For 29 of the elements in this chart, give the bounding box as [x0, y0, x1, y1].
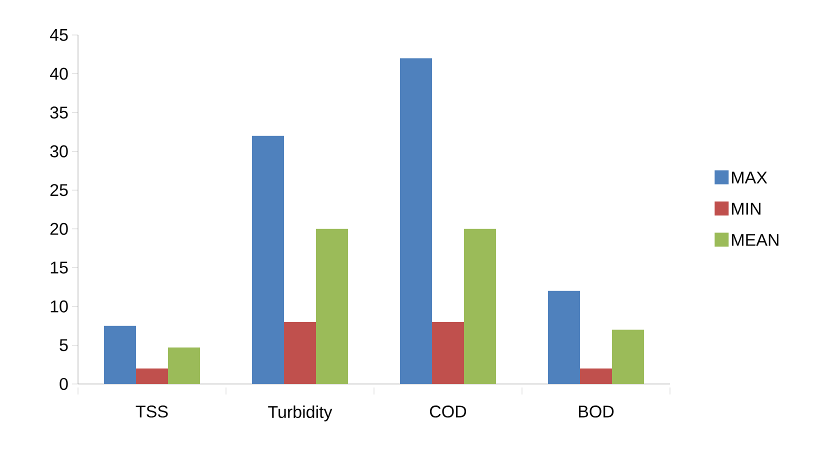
legend-label: MAX	[732, 172, 768, 184]
y-tick-label: 45	[50, 29, 68, 41]
bar	[104, 326, 136, 384]
y-tick-label: 5	[60, 339, 68, 352]
bar	[464, 228, 496, 384]
bar	[432, 322, 464, 384]
legend-label: MEAN	[732, 234, 778, 246]
bar	[400, 58, 432, 384]
y-tick-label: 20	[50, 222, 68, 235]
y-tick-label: 35	[50, 106, 68, 119]
bar	[316, 228, 348, 384]
bar	[580, 368, 612, 384]
y-tick-label: 30	[50, 145, 68, 158]
y-tick-label: 40	[50, 68, 68, 80]
y-tick-label: 25	[50, 184, 68, 196]
bar	[168, 348, 200, 384]
bar	[252, 136, 284, 384]
bar	[284, 322, 316, 384]
y-tick-label: 0	[60, 378, 68, 390]
x-tick-label: COD	[430, 406, 466, 418]
bar	[136, 368, 168, 384]
bar	[548, 290, 580, 384]
y-tick-label: 15	[50, 262, 68, 274]
x-tick-label: TSS	[136, 406, 168, 418]
y-tick-label: 10	[50, 300, 68, 312]
bar	[612, 330, 644, 384]
x-tick-label: BOD	[578, 406, 614, 418]
x-tick-label: Turbidity	[268, 406, 332, 422]
legend-label: MIN	[732, 202, 760, 215]
